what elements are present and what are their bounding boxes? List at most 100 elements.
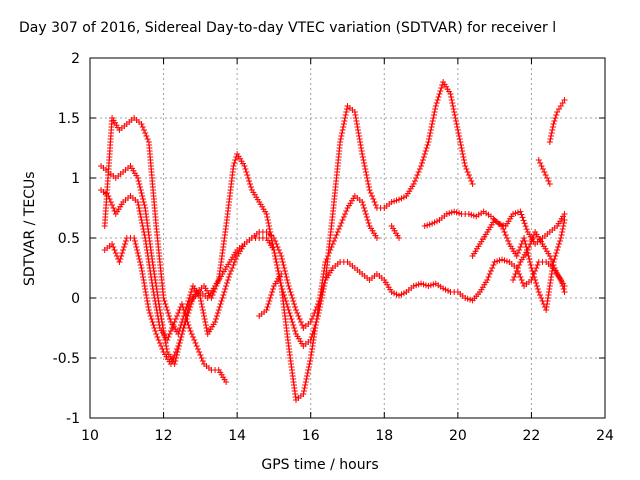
data-point (459, 148, 466, 154)
data-point (413, 175, 420, 181)
data-point (530, 232, 537, 238)
data-point (549, 124, 556, 130)
y-tick-label: -1 (66, 411, 80, 427)
data-point (139, 268, 146, 274)
data-point (364, 217, 371, 223)
data-point (165, 310, 172, 316)
data-point (139, 193, 146, 199)
data-point (202, 319, 209, 325)
data-point (156, 340, 163, 346)
data-point (505, 238, 512, 244)
data-point (198, 355, 205, 361)
data-point (197, 295, 204, 301)
data-point (361, 163, 368, 169)
data-point (490, 262, 497, 268)
data-point (284, 280, 291, 286)
data-point (230, 163, 237, 169)
data-point (169, 358, 176, 364)
data-point (140, 229, 147, 235)
data-point (167, 361, 174, 367)
data-point (529, 235, 536, 241)
data-point (212, 319, 219, 325)
data-point (137, 184, 144, 190)
data-point (271, 250, 278, 256)
data-point (456, 136, 463, 142)
data-point (226, 271, 233, 277)
data-point (423, 145, 430, 151)
x-axis-label: GPS time / hours (261, 457, 379, 473)
data-point (323, 256, 330, 262)
data-point (264, 217, 271, 223)
data-point (533, 280, 540, 286)
data-point (266, 223, 273, 229)
data-point (154, 310, 161, 316)
data-point (343, 106, 350, 112)
data-point (217, 301, 224, 307)
data-point (183, 316, 190, 322)
data-point (527, 241, 534, 247)
data-point (436, 91, 443, 97)
data-point (337, 223, 344, 229)
data-point (546, 139, 553, 145)
data-point (192, 340, 199, 346)
data-point (247, 181, 254, 187)
data-point (430, 115, 437, 121)
data-point (152, 301, 159, 307)
data-point (544, 175, 551, 181)
data-point (338, 130, 345, 136)
data-point (514, 265, 521, 271)
data-point (133, 244, 140, 250)
data-points (98, 79, 568, 403)
data-point (223, 379, 230, 385)
x-tick-label: 18 (375, 428, 393, 444)
data-point (281, 265, 288, 271)
data-point (181, 310, 188, 316)
data-point (137, 211, 144, 217)
data-point (561, 289, 568, 295)
data-point (159, 346, 166, 352)
data-point (552, 253, 559, 259)
data-point (158, 343, 165, 349)
data-point (148, 316, 155, 322)
data-point (328, 244, 335, 250)
data-point (451, 109, 458, 115)
data-point (186, 295, 193, 301)
data-point (160, 295, 167, 301)
data-point (365, 181, 372, 187)
data-point (155, 319, 162, 325)
data-point (360, 157, 367, 163)
data-point (111, 208, 118, 214)
data-point (419, 157, 426, 163)
data-point (152, 298, 159, 304)
x-tick-label: 16 (302, 428, 320, 444)
data-point (549, 259, 556, 265)
data-point (499, 223, 505, 229)
data-point (552, 115, 559, 121)
data-point (551, 118, 558, 124)
data-point (514, 250, 521, 256)
data-point (337, 139, 344, 145)
data-point (263, 307, 270, 313)
data-point (139, 196, 146, 202)
data-point (535, 289, 542, 295)
data-point (306, 361, 313, 367)
data-point (538, 295, 545, 301)
data-point (528, 238, 535, 244)
data-point (489, 265, 496, 271)
data-point (292, 304, 299, 310)
data-point (275, 268, 282, 274)
data-point (270, 286, 277, 292)
data-point (560, 223, 567, 229)
data-point (502, 232, 509, 238)
data-point (338, 133, 345, 139)
data-point (143, 292, 150, 298)
data-point (500, 226, 507, 232)
data-point (188, 289, 195, 295)
data-point (139, 124, 146, 130)
data-point (432, 106, 439, 112)
data-point (106, 196, 113, 202)
data-point (178, 301, 185, 307)
x-tick-label: 22 (523, 428, 541, 444)
data-point (513, 268, 520, 274)
data-point (333, 232, 340, 238)
